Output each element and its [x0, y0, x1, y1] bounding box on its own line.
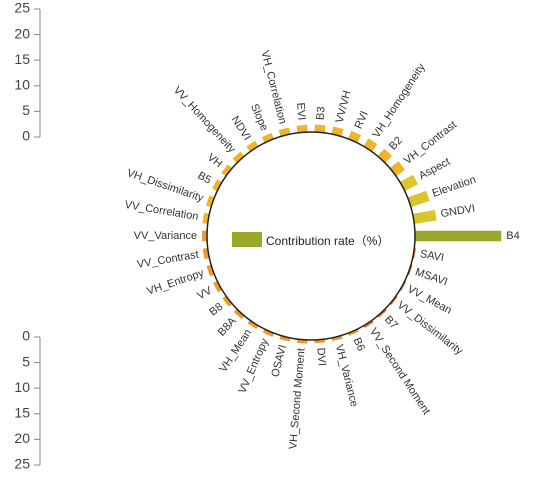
label-vv: VV: [195, 284, 214, 302]
bar-aspect: [399, 174, 418, 192]
bar-vh-mean: [247, 320, 259, 330]
axis-tick-label: 5: [22, 353, 30, 369]
bar-gndvi: [412, 209, 437, 225]
bar-vv-entropy: [262, 329, 275, 337]
bar-slope: [261, 132, 275, 143]
bar-vv-dissimilarity: [389, 295, 398, 306]
bar-vh-homogeneity: [363, 138, 378, 152]
inner-circle: [206, 131, 416, 341]
axis-tick-label: 0: [22, 328, 30, 344]
label-msavi: MSAVI: [414, 266, 450, 288]
label-ndvi: NDVI: [229, 114, 253, 143]
bar-vh-variance: [331, 335, 343, 342]
bar-osavi: [279, 335, 291, 342]
label-elevation: Elevation: [431, 174, 478, 200]
label-slope: Slope: [248, 102, 270, 133]
label-vv-correlation: VV_Correlation: [124, 199, 200, 223]
bar-vh: [221, 164, 233, 177]
label-b6: B6: [351, 336, 367, 353]
bar-b5: [212, 179, 223, 192]
label-vh-second-moment: VH_Second Moment: [287, 348, 307, 450]
bar-vh-dissimilarity: [205, 195, 215, 208]
label-evi: EVI: [294, 102, 307, 121]
bar-b8a: [233, 308, 245, 320]
bar-vv-homogeneity: [232, 151, 245, 164]
axis-tick-label: 25: [14, 456, 30, 472]
bar-vv-variance: [202, 230, 207, 242]
axis-tick-label: 5: [22, 102, 30, 118]
label-vv-vh: VV/VH: [334, 89, 354, 124]
bar-ndvi: [246, 140, 259, 152]
bar-b8: [222, 295, 233, 307]
axis-tick-label: 15: [14, 51, 30, 67]
axis-tick-label: 10: [14, 77, 30, 93]
label-vv-second-moment: VV_Second Moment: [367, 326, 432, 417]
label-b7: B7: [382, 314, 400, 332]
axis-tick-label: 25: [14, 0, 30, 16]
y-axis-upper: 0 5 10 15 20 25: [14, 0, 41, 144]
label-savi: SAVI: [419, 248, 445, 264]
label-vh-homogeneity: VH_Homogeneity: [371, 61, 428, 140]
label-b2: B2: [387, 135, 405, 153]
label-vh: VH: [205, 151, 224, 170]
axis-tick-label: 20: [14, 25, 30, 41]
label-vv-contrast: VV_Contrast: [136, 249, 199, 271]
label-b5: B5: [196, 170, 214, 187]
bar-b3: [314, 124, 326, 133]
y-axis-lower: 0 5 10 15 20 25: [14, 328, 41, 472]
label-vh-contrast: VH_Contrast: [402, 119, 459, 167]
label-b8a: B8A: [216, 315, 239, 339]
label-b3: B3: [315, 106, 328, 120]
label-aspect: Aspect: [417, 156, 452, 183]
label-gndvi: GNDVI: [440, 203, 476, 221]
axis-tick-label: 0: [22, 128, 30, 144]
legend-swatch: [232, 232, 262, 247]
bar-b2: [377, 148, 392, 164]
bar-b6: [347, 329, 359, 336]
bar-vv-second-moment: [363, 320, 374, 328]
bar-b4: [415, 230, 502, 242]
label-rvi: RVI: [353, 109, 371, 130]
bar-vh-contrast: [389, 161, 405, 177]
label-vv-variance: VV_Variance: [134, 230, 197, 242]
axis-tick-label: 20: [14, 430, 30, 446]
label-vh-dissimilarity: VH_Dissimilarity: [125, 167, 205, 205]
axis-tick-label: 15: [14, 405, 30, 421]
label-osavi: OSAVI: [269, 344, 289, 379]
bar-evi: [296, 124, 308, 133]
label-vv-homogeneity: VV_Homogeneity: [171, 84, 238, 155]
bar-vv: [213, 280, 223, 293]
axis-tick-label: 10: [14, 379, 30, 395]
label-b4: B4: [506, 230, 519, 242]
label-b8: B8: [207, 301, 225, 319]
bar-b7: [377, 308, 387, 318]
bar-vh-entropy: [206, 264, 215, 277]
category-labels: B4SAVIMSAVIVV_MeanVV_DissimilarityB7VV_S…: [124, 49, 520, 449]
legend-label: Contribution rate（%）: [266, 234, 389, 248]
label-dvi: DVI: [314, 347, 327, 366]
bar-elevation: [407, 190, 430, 208]
label-vv-dissimilarity: VV_Dissimilarity: [395, 299, 465, 358]
